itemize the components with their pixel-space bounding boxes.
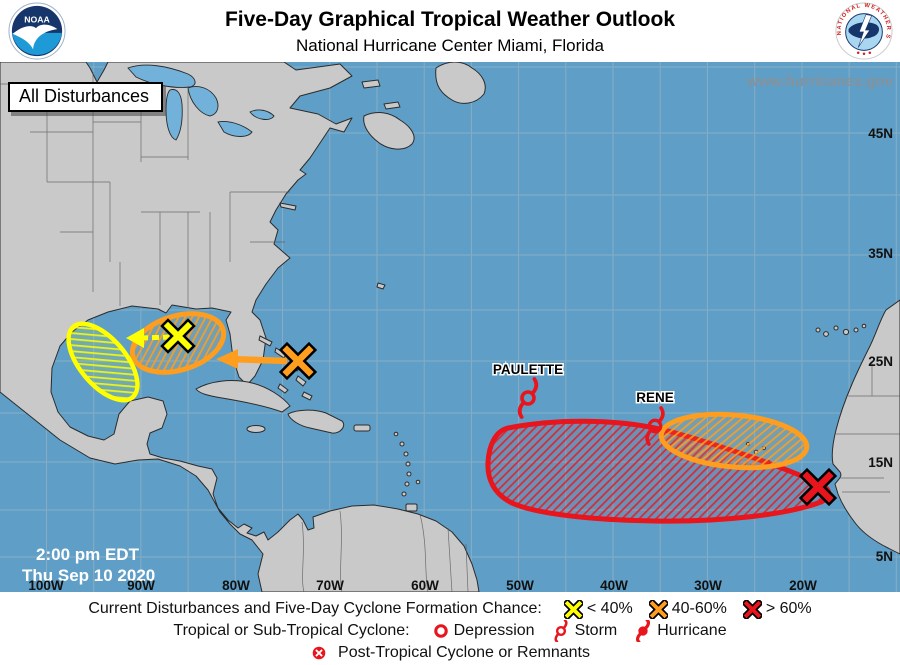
noaa-logo: NOAA (8, 2, 66, 60)
legend-hurricane-text: Hurricane (657, 622, 727, 639)
post-tropical-icon (312, 646, 326, 660)
depression-icon (433, 624, 448, 638)
yellow-x-icon (563, 599, 583, 619)
legend-row2-label: Tropical or Sub-Tropical Cyclone: (173, 622, 410, 639)
lat-label: 35N (868, 246, 893, 261)
legend-item-low-chance: < 40% (563, 599, 633, 619)
overlay-title: All Disturbances (8, 82, 164, 112)
legend: Current Disturbances and Five-Day Cyclon… (0, 592, 900, 665)
page-title: Five-Day Graphical Tropical Weather Outl… (224, 8, 676, 31)
lon-label: 40W (600, 578, 628, 592)
legend-row-cyclone-types: Tropical or Sub-Tropical Cyclone: Depres… (0, 620, 900, 642)
timestamp-date: Thu Sep 10 2020 (22, 566, 155, 585)
lat-label: 15N (868, 455, 893, 470)
lon-label: 60W (411, 578, 439, 592)
africa-borders (836, 362, 900, 493)
legend-low-text: < 40% (586, 600, 633, 617)
legend-depression-text: Depression (453, 622, 535, 639)
noaa-logo-text: NOAA (24, 14, 50, 24)
disturbance-x-orange[interactable] (278, 341, 318, 381)
legend-storm-text: Storm (574, 622, 618, 639)
nws-logo: NATIONAL WEATHER SERVICE (835, 2, 893, 60)
disturbance-area-rene-orange[interactable] (658, 409, 810, 474)
lon-label: 30W (694, 578, 722, 592)
longitude-labels: 100W 90W 80W 70W 60W 50W 40W 30W 20W (28, 578, 817, 592)
caribbean-islands (195, 335, 421, 512)
lat-label: 25N (868, 354, 893, 369)
latitude-labels: 45N 35N 25N 15N 5N (868, 126, 893, 564)
legend-row-formation-chance: Current Disturbances and Five-Day Cyclon… (0, 598, 900, 620)
orange-x-icon (648, 599, 668, 619)
watermark-url: www.hurricanes.gov (746, 73, 894, 90)
disturbance-x-red[interactable] (798, 467, 838, 507)
legend-item-medium-chance: 40-60% (648, 599, 727, 619)
legend-item-depression: Depression (432, 622, 535, 640)
lon-label: 100W (28, 578, 64, 592)
land-americas (0, 62, 486, 592)
tropical-storm-icon (554, 620, 568, 642)
hurricane-icon (636, 620, 651, 642)
map-canvas: PAULETTE RENE www.hurricanes.gov 2:00 pm… (0, 62, 900, 592)
legend-item-high-chance: > 60% (742, 599, 812, 619)
header: NOAA Five-Day Graphical Tropical Weather… (0, 0, 900, 62)
yellow-motion-arrow (126, 328, 171, 348)
timestamp-time: 2:00 pm EDT (36, 545, 140, 564)
storm-label-paulette: PAULETTE (493, 362, 563, 377)
legend-item-post-tropical: Post-Tropical Cyclone or Remnants (310, 644, 590, 662)
page-subtitle: National Hurricane Center Miami, Florida (295, 36, 604, 56)
legend-row1-label: Current Disturbances and Five-Day Cyclon… (88, 600, 542, 617)
lat-label: 45N (868, 126, 893, 141)
legend-high-text: > 60% (765, 600, 812, 617)
lon-label: 70W (316, 578, 344, 592)
disturbance-x-yellow[interactable] (160, 318, 196, 354)
lon-label: 20W (789, 578, 817, 592)
legend-medium-text: 40-60% (671, 600, 727, 617)
legend-post-tropical-text: Post-Tropical Cyclone or Remnants (338, 644, 590, 661)
orange-motion-arrow (216, 349, 288, 369)
legend-item-storm: Storm (551, 620, 618, 642)
disturbance-area-gulf-yellow[interactable] (56, 312, 150, 412)
lon-label: 90W (127, 578, 155, 592)
lat-label: 5N (876, 549, 893, 564)
red-x-icon (742, 599, 762, 619)
outlook-map-svg: PAULETTE RENE www.hurricanes.gov 2:00 pm… (0, 62, 900, 592)
great-lakes (127, 64, 275, 141)
lon-label: 80W (222, 578, 250, 592)
lon-label: 50W (506, 578, 534, 592)
legend-row-post-tropical: Post-Tropical Cyclone or Remnants (0, 642, 900, 664)
legend-item-hurricane: Hurricane (633, 620, 727, 642)
storm-label-rene: RENE (636, 390, 674, 405)
